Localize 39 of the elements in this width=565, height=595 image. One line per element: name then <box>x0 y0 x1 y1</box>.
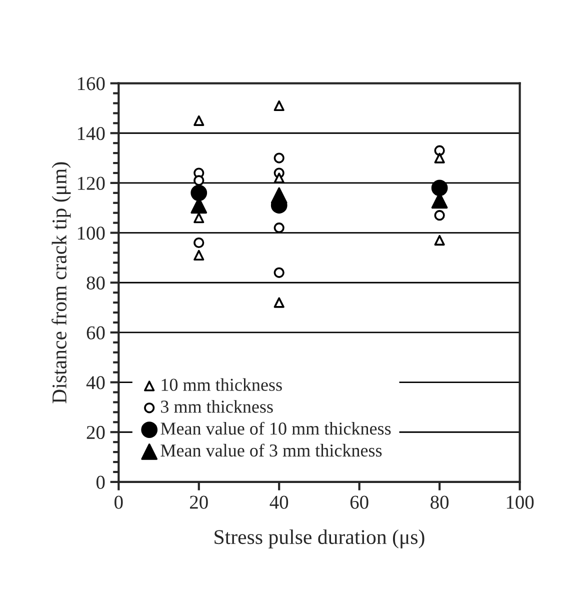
point <box>274 172 284 184</box>
legend-label: Mean value of 10 mm thickness <box>160 422 391 435</box>
y-tick-label: 120 <box>78 176 105 190</box>
point <box>274 222 284 234</box>
point <box>434 145 445 156</box>
point <box>274 267 284 278</box>
point <box>274 297 284 308</box>
x-tick-label: 100 <box>506 496 534 509</box>
y-tick-label: 60 <box>86 326 105 340</box>
point <box>434 210 445 221</box>
x-tick-label: 60 <box>350 496 368 509</box>
point <box>194 250 204 261</box>
point <box>434 234 445 246</box>
point <box>194 212 204 224</box>
y-tick-label: 20 <box>86 426 105 440</box>
x-axis-title: Stress pulse duration (μs) <box>214 529 424 548</box>
y-tick-label: 100 <box>78 226 105 240</box>
y-tick-label: 80 <box>86 276 105 290</box>
x-tick-label: 20 <box>190 496 208 509</box>
y-axis-title: Distance from crack tip (μm) <box>52 162 71 404</box>
legend-label: 10 mm thickness <box>162 378 282 391</box>
point <box>190 184 208 202</box>
point <box>270 187 288 204</box>
y-tick-label: 160 <box>78 77 105 90</box>
point <box>194 175 204 186</box>
point <box>274 152 284 164</box>
legend-label: 3 mm thickness <box>161 400 273 413</box>
y-tick-label: 140 <box>78 126 105 140</box>
y-tick-label: 40 <box>86 376 105 390</box>
x-tick-label: 40 <box>270 496 288 509</box>
x-tick-label: 80 <box>430 496 449 509</box>
point <box>434 152 445 164</box>
point <box>431 180 448 196</box>
point <box>194 115 204 126</box>
point <box>194 237 204 248</box>
point <box>274 100 284 112</box>
legend-label: Mean value of 3 mm thickness <box>160 444 382 457</box>
y-tick-label: 0 <box>96 476 105 489</box>
x-tick-label: 0 <box>114 496 123 509</box>
